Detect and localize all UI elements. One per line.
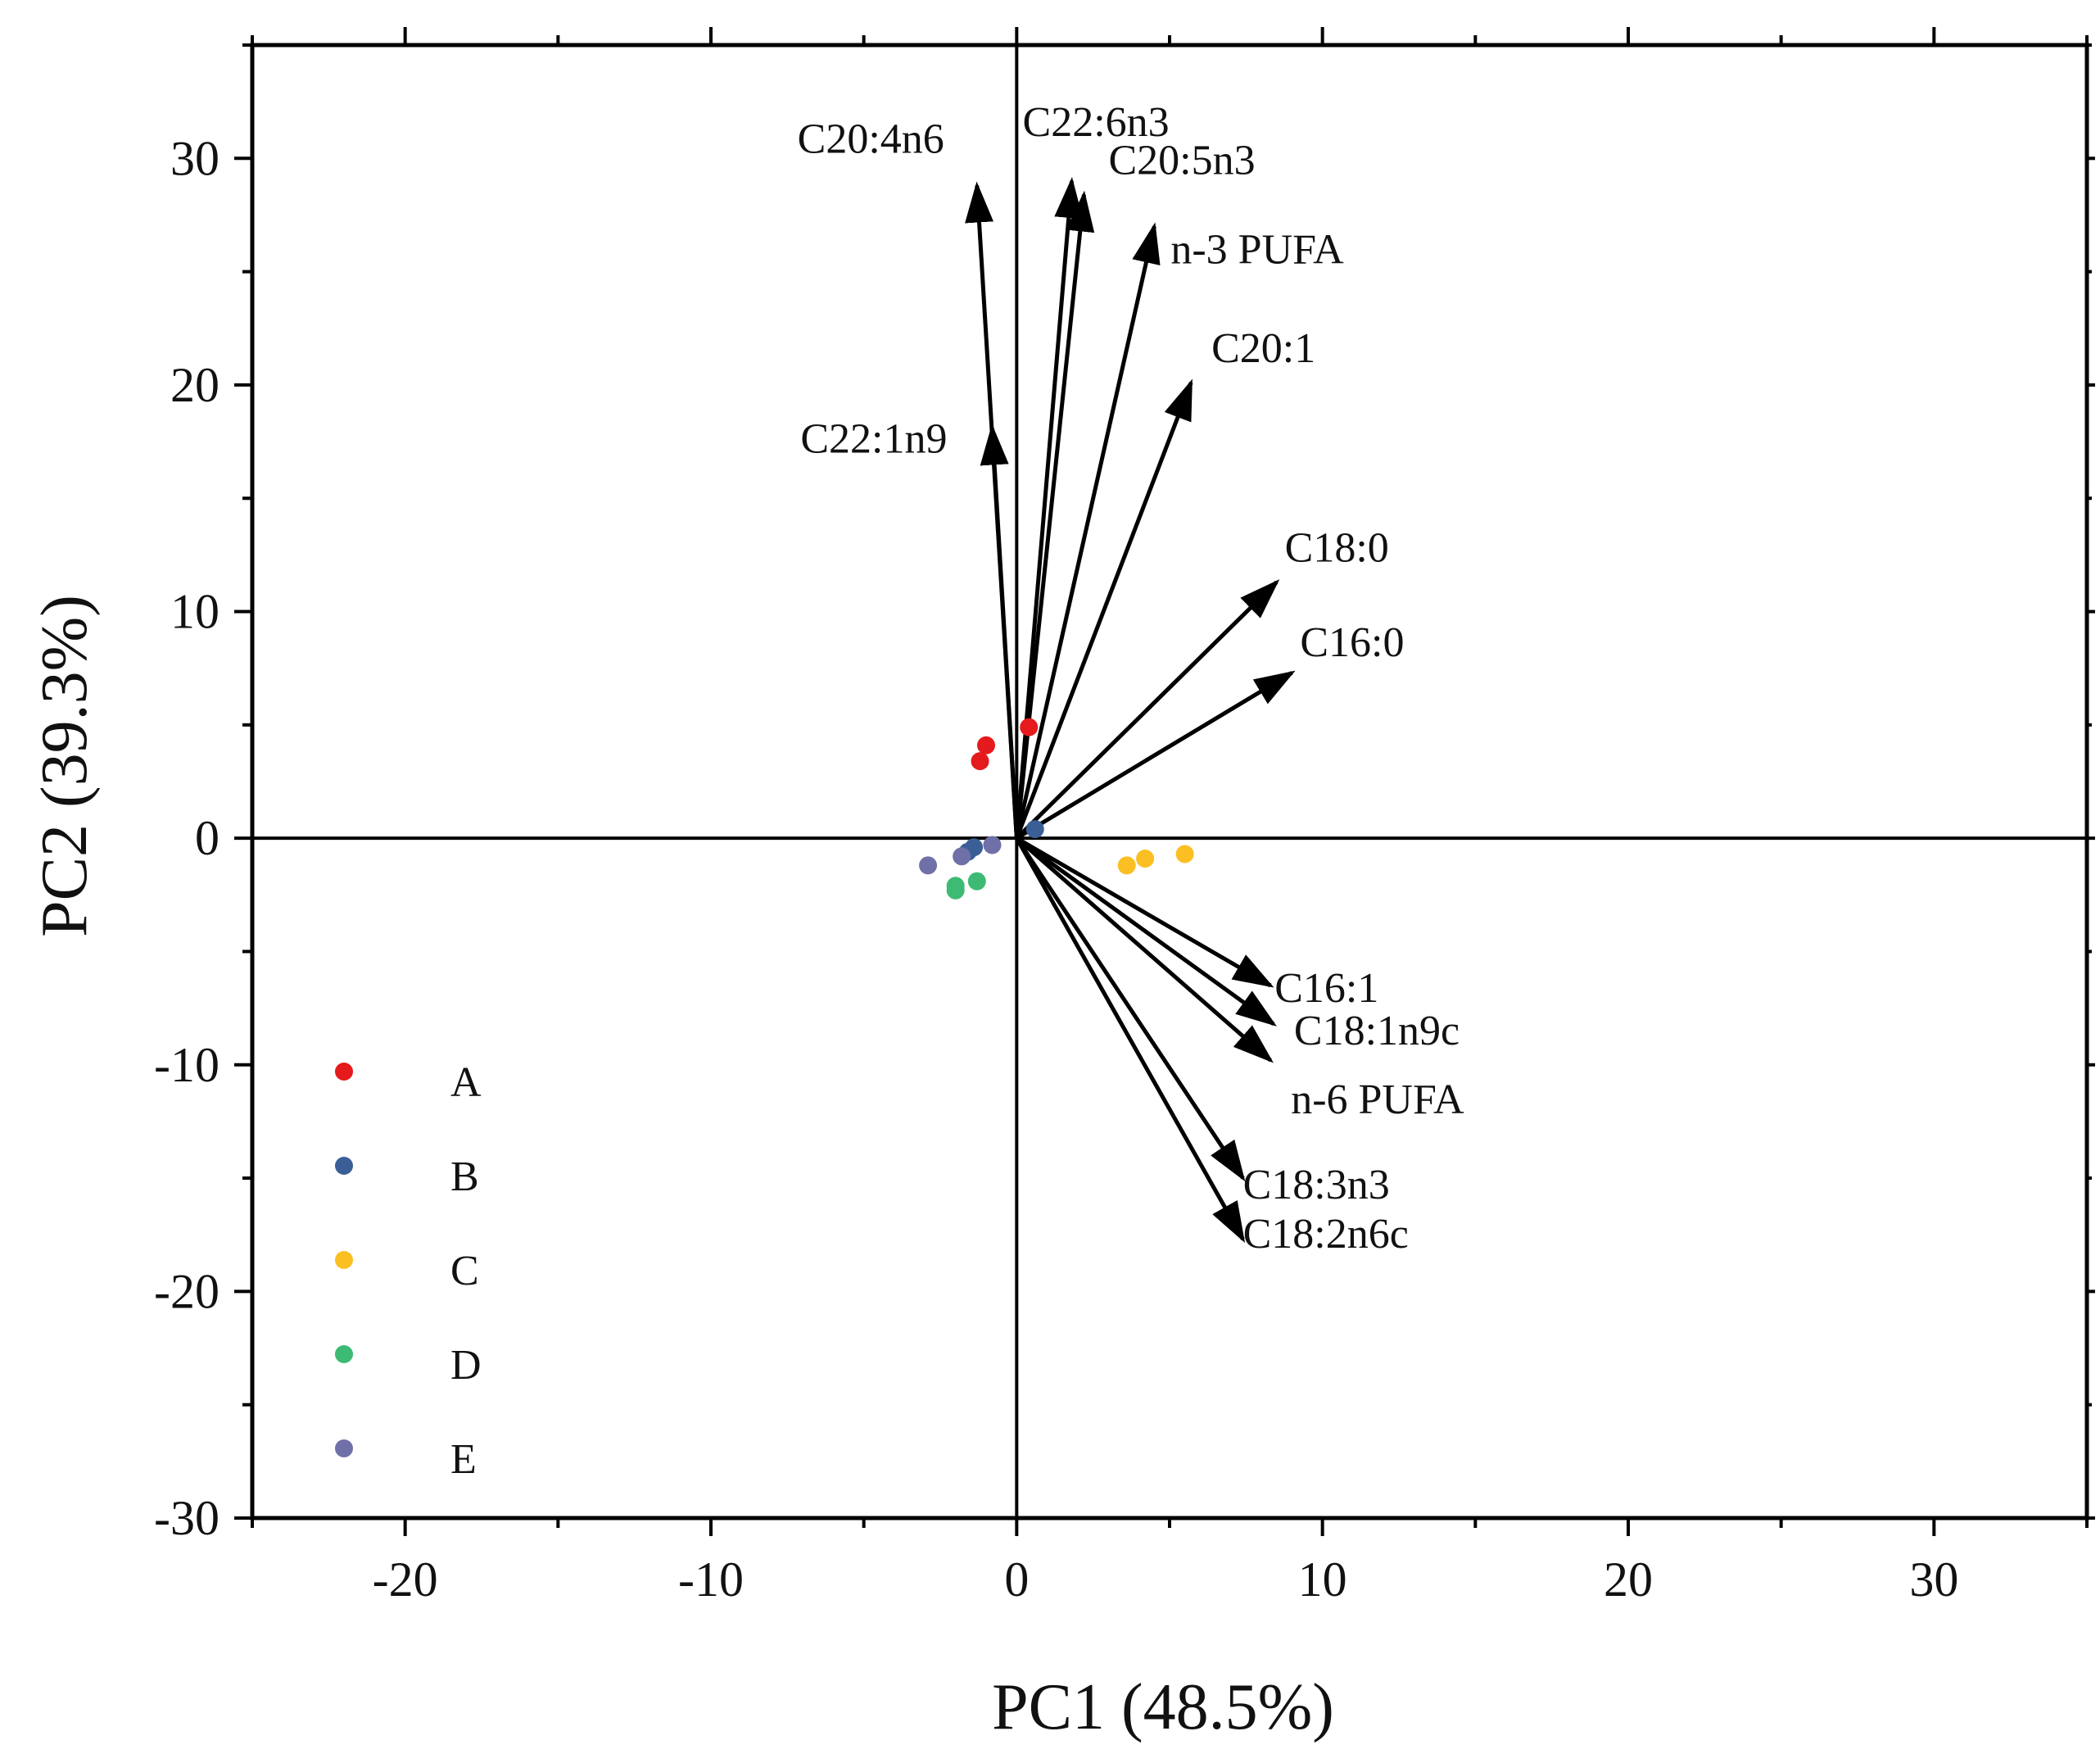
legend: AB C DE xyxy=(335,1059,482,1483)
loading-vector xyxy=(1015,836,1274,1063)
data-point-d xyxy=(967,872,986,891)
x-tick-label: 10 xyxy=(1298,1552,1347,1607)
x-tick-label: -20 xyxy=(373,1552,438,1607)
vector-label: C20:1 xyxy=(1211,325,1315,372)
loading-vector xyxy=(1014,378,1193,840)
vector-label: C20:5n3 xyxy=(1108,138,1255,184)
loading-vector xyxy=(1015,836,1277,1027)
legend-marker-a xyxy=(335,1063,353,1081)
y-tick-label: 20 xyxy=(170,358,220,412)
loading-vector xyxy=(1015,836,1246,1244)
vector-label: n-3 PUFA xyxy=(1170,226,1344,273)
x-tick-label: 0 xyxy=(1004,1552,1029,1607)
y-tick-label: -20 xyxy=(154,1264,220,1318)
vector-label: C18:0 xyxy=(1285,525,1389,572)
loading-vector xyxy=(1015,836,1246,1182)
y-tick-label: 0 xyxy=(195,811,220,865)
x-tick-label: 20 xyxy=(1604,1552,1653,1607)
x-tick-label: -10 xyxy=(678,1552,744,1607)
data-point-b xyxy=(1025,820,1044,839)
legend-label-b: B xyxy=(450,1153,479,1200)
vector-label: n-6 PUFA xyxy=(1291,1076,1464,1123)
vector-label: C16:0 xyxy=(1300,619,1404,666)
loading-vector xyxy=(1016,836,1274,988)
data-point-c xyxy=(1117,856,1136,875)
legend-label-d: D xyxy=(450,1342,482,1389)
y-tick-label: -10 xyxy=(154,1038,220,1092)
data-point-d xyxy=(946,881,965,900)
legend-marker-d xyxy=(335,1345,353,1363)
score-points-layer xyxy=(919,718,1194,900)
loading-vector xyxy=(1016,670,1296,841)
vector-label: C16:1 xyxy=(1274,965,1378,1012)
data-point-a xyxy=(1020,718,1039,736)
loading-vector xyxy=(980,424,1019,839)
vector-label: C18:2n6c xyxy=(1243,1211,1409,1258)
legend-marker-e xyxy=(335,1439,353,1457)
legend-label-c: C xyxy=(450,1248,479,1294)
vector-label: C20:4n6 xyxy=(798,116,944,163)
x-tick-label: 30 xyxy=(1909,1552,1958,1607)
data-point-e xyxy=(953,847,971,866)
loading-vector xyxy=(1015,579,1280,840)
y-axis-title: PC2 (39.3%) xyxy=(29,595,101,937)
legend-marker-b xyxy=(335,1157,353,1175)
loading-vector xyxy=(1014,190,1095,839)
vector-label: C18:3n3 xyxy=(1243,1162,1390,1208)
plot-border xyxy=(250,43,2089,1521)
loading-vector xyxy=(1014,222,1161,839)
legend-label-e: E xyxy=(450,1436,477,1483)
y-tick-label: 10 xyxy=(170,585,220,639)
data-point-a xyxy=(977,736,995,755)
legend-label-a: A xyxy=(450,1059,482,1106)
data-point-e xyxy=(983,836,1002,854)
data-point-a xyxy=(971,752,989,771)
vector-label: C18:1n9c xyxy=(1294,1008,1460,1054)
plot-frame-layer: -20 -10 0 10 20 30 -30 -20 -10 0 10 20 30 xyxy=(154,27,2095,1607)
y-tick-label: -30 xyxy=(154,1491,220,1545)
x-axis-title: PC1 (48.5%) xyxy=(992,1671,1334,1743)
data-point-c xyxy=(1175,845,1194,863)
vector-label: C22:6n3 xyxy=(1023,99,1170,146)
y-tick-label: 30 xyxy=(170,131,220,185)
data-point-c xyxy=(1136,850,1155,868)
legend-marker-c xyxy=(335,1251,353,1269)
data-point-e xyxy=(919,856,938,875)
vector-label: C22:1n9 xyxy=(800,415,947,462)
